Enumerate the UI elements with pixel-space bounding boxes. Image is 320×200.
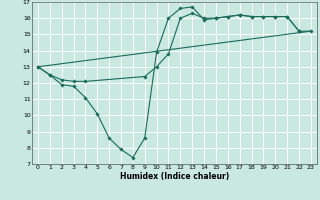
X-axis label: Humidex (Indice chaleur): Humidex (Indice chaleur) bbox=[120, 172, 229, 181]
